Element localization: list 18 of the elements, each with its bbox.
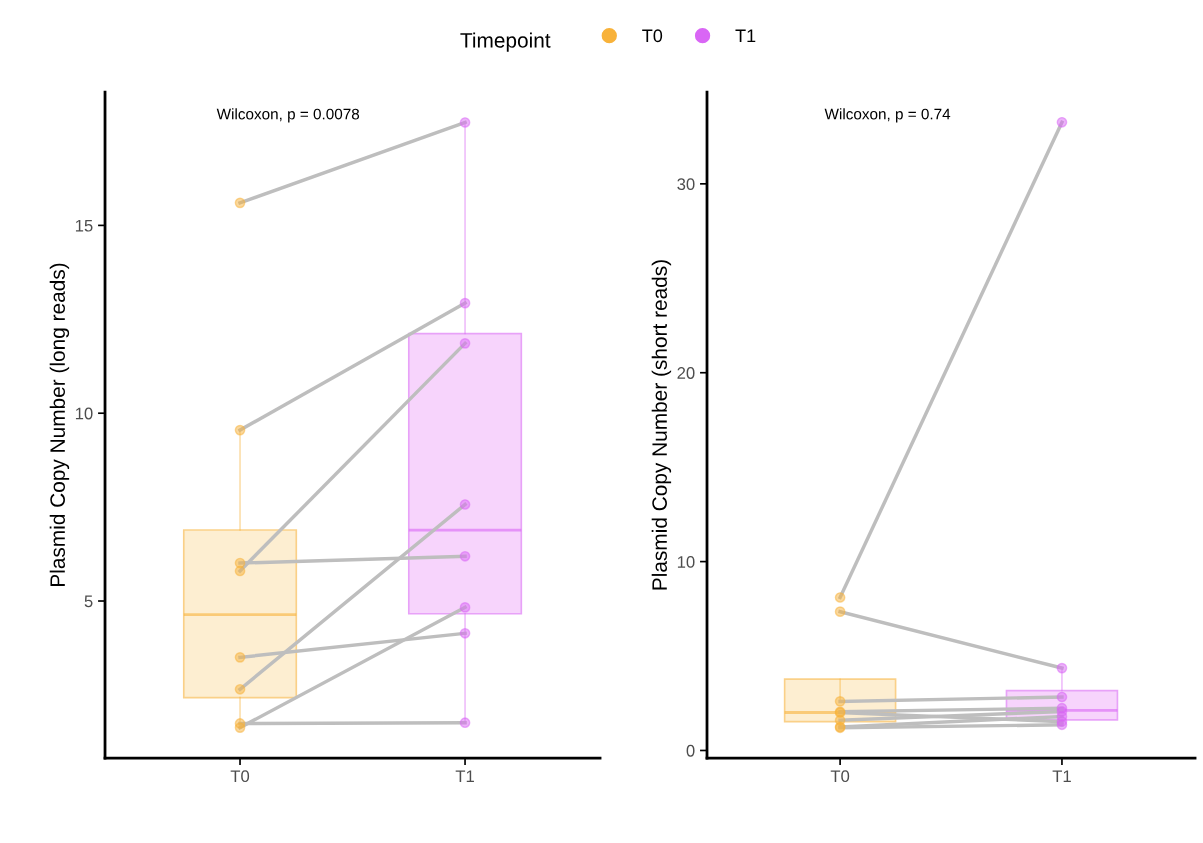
y-tick-label: 15 [75,219,93,232]
y-axis-title: Plasmid Copy Number (short reads) [651,260,672,590]
y-tick-label: 0 [686,744,695,757]
x-tick-label: T0 [830,770,850,783]
x-tick-label: T0 [230,770,250,783]
x-tick-label: T1 [455,770,474,782]
legend-title: Timepoint [460,32,551,52]
y-tick-label: 10 [677,556,695,568]
y-tick-label: 10 [75,407,93,420]
y-tick-label: 5 [84,595,93,608]
y-tick-label: 20 [677,367,695,379]
annotation: Wilcoxon, p = 0.0078 [216,108,360,123]
x-tick-label: T1 [1052,770,1071,782]
y-axis-title: Plasmid Copy Number (long reads) [49,263,70,586]
y-tick-label: 30 [677,178,695,191]
legend-label: T0 [642,29,663,43]
annotation: Wilcoxon, p = 0.74 [824,108,951,123]
legend-label: T1 [735,29,756,42]
